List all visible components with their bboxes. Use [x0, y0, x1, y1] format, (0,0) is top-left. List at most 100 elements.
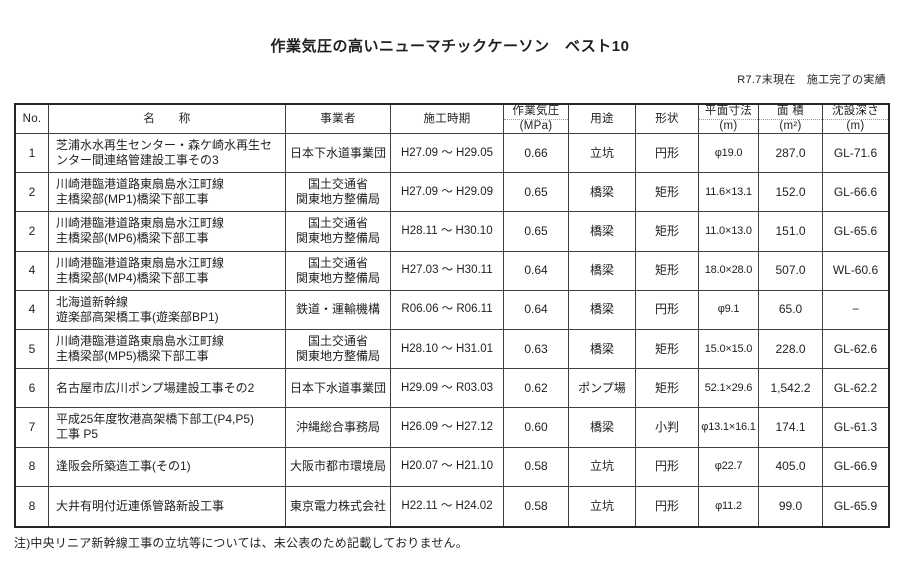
cell-depth: GL-65.9 [833, 498, 878, 513]
header-label: 作業気圧 [504, 105, 568, 120]
cell-area: 287.0 [759, 134, 823, 173]
cell-no: 2 [16, 212, 49, 251]
cell-contractor: 国土交通省 関東地方整備局 [286, 329, 391, 369]
cell-area: 507.0 [759, 251, 823, 290]
cell-pressure: 0.60 [504, 408, 569, 447]
cell-shape: 矩形 [636, 329, 699, 369]
cell-name: 川崎港臨港道路東扇島水江町線 主橋梁部(MP6)橋梁下部工事 [49, 212, 286, 251]
cell-area: 228.0 [759, 329, 823, 369]
cell-usage: 立坑 [569, 486, 636, 526]
cell-dimensions: 18.0×28.0 [699, 251, 759, 290]
table-row: 5 川崎港臨港道路東扇島水江町線 主橋梁部(MP5)橋梁下部工事 国土交通省 関東地… [16, 329, 888, 370]
cell-contractor: 鉄道・運輸機構 [286, 290, 391, 329]
cell-period: H27.03 ～ H30.11 [391, 251, 504, 290]
cell-contractor: 国土交通省 関東地方整備局 [286, 251, 391, 290]
cell-no: 4 [16, 251, 49, 290]
cell-depth: GL-71.6 [833, 145, 878, 160]
header-label: 事業者 [320, 112, 356, 125]
page-title: 作業気圧の高いニューマチックケーソン ベスト10 [270, 38, 630, 55]
column-header-dimensions: 平面寸法 (m) [699, 105, 759, 133]
footer-note: 注)中央リニア新幹線工事の立坑等については、未公表のため記載しておりません。 [14, 536, 468, 550]
column-header-name: 名 称 [49, 105, 286, 133]
cell-period: H28.11 ～ H30.10 [391, 212, 504, 251]
cell-depth: GL-65.6 [833, 223, 878, 238]
cell-contractor: 大阪市都市環境局 [286, 447, 391, 486]
cell-name: 名古屋市広川ポンプ場建設工事その2 [49, 369, 286, 408]
column-header-contractor: 事業者 [286, 105, 391, 133]
cell-depth: WL-60.6 [832, 263, 879, 278]
table-row: 7 平成25年度牧港高架橋下部工(P4,P5) 工事 P5 沖縄総合事務局 H26.0… [16, 408, 888, 448]
cell-name: 平成25年度牧港高架橋下部工(P4,P5) 工事 P5 [49, 408, 286, 447]
table-row: 2 川崎港臨港道路東扇島水江町線 主橋梁部(MP1)橋梁下部工事 国土交通省 関東地… [16, 173, 888, 213]
column-header-depth: 沈設深さ (m) [823, 105, 888, 133]
table-row: 8 逢阪会所築造工事(その1) 大阪市都市環境局 H20.07 ～ H21.10 0.5… [16, 447, 888, 487]
cell-no: 2 [16, 173, 49, 212]
cell-dimensions: φ19.0 [699, 134, 759, 173]
cell-shape: 矩形 [636, 173, 699, 212]
header-label: 沈設深さ [823, 105, 888, 120]
cell-shape: 円形 [636, 134, 699, 173]
cell-dimensions: 11.0×13.0 [699, 212, 759, 251]
cell-no: 4 [16, 290, 49, 329]
cell-depth: GL-62.2 [833, 380, 878, 395]
header-label: 名 称 [143, 112, 191, 125]
header-unit: (m) [846, 119, 865, 132]
cell-usage: 橋梁 [569, 173, 636, 212]
cell-period: H28.10 ～ H31.01 [391, 329, 504, 369]
column-header-area: 面 積 (m²) [759, 105, 823, 133]
header-label: 用途 [590, 112, 614, 125]
as-of-status-note: R7.7末現在 施工完了の実績 [737, 74, 886, 86]
cell-shape: 小判 [636, 408, 699, 447]
column-header-usage: 用途 [569, 105, 636, 133]
table-row: 4 川崎港臨港道路東扇島水江町線 主橋梁部(MP4)橋梁下部工事 国土交通省 関東地… [16, 251, 888, 291]
cell-contractor: 東京電力株式会社 [286, 486, 391, 526]
cell-depth: GL-66.9 [833, 459, 878, 474]
cell-name: 北海道新幹線 遊楽部高架橋工事(遊楽部BP1) [49, 290, 286, 329]
cell-name: 川崎港臨港道路東扇島水江町線 主橋梁部(MP4)橋梁下部工事 [49, 251, 286, 290]
header-label: 面 積 [759, 105, 822, 120]
cell-usage: 橋梁 [569, 329, 636, 369]
cell-area: 152.0 [759, 173, 823, 212]
cell-name: 芝浦水水再生センター・森ケ崎水再生センター間連絡管建設工事その3 [49, 134, 286, 173]
cell-usage: 立坑 [569, 134, 636, 173]
cell-no: 6 [16, 369, 49, 408]
cell-area: 174.1 [759, 408, 823, 447]
cell-area: 65.0 [759, 290, 823, 329]
header-label: 平面寸法 [699, 105, 758, 120]
cell-shape: 矩形 [636, 251, 699, 290]
cell-dimensions: 11.6×13.1 [699, 173, 759, 212]
cell-area: 99.0 [759, 486, 823, 526]
cell-name: 川崎港臨港道路東扇島水江町線 主橋梁部(MP1)橋梁下部工事 [49, 173, 286, 212]
column-header-period: 施工時期 [391, 105, 504, 133]
cell-depth: GL-61.3 [833, 419, 878, 434]
header-label: 施工時期 [423, 112, 471, 125]
cell-dimensions: φ11.2 [699, 486, 759, 526]
cell-pressure: 0.62 [504, 369, 569, 408]
cell-period: H29.09 ～ R03.03 [391, 369, 504, 408]
cell-contractor: 国土交通省 関東地方整備局 [286, 173, 391, 212]
cell-name: 川崎港臨港道路東扇島水江町線 主橋梁部(MP5)橋梁下部工事 [49, 329, 286, 369]
cell-no: 7 [16, 408, 49, 447]
cell-period: H22.11 ～ H24.02 [391, 486, 504, 526]
table-row: 4 北海道新幹線 遊楽部高架橋工事(遊楽部BP1) 鉄道・運輸機構 R06.06 ～ … [16, 290, 888, 330]
header-label: 形状 [655, 112, 679, 125]
column-header-pressure: 作業気圧 (MPa) [504, 105, 569, 133]
cell-name: 逢阪会所築造工事(その1) [49, 447, 286, 486]
cell-pressure: 0.66 [504, 134, 569, 173]
cell-dimensions: 52.1×29.6 [699, 369, 759, 408]
cell-period: H20.07 ～ H21.10 [391, 447, 504, 486]
column-header-no: No. [16, 105, 49, 133]
cell-depth: − [851, 302, 859, 317]
cell-period: H27.09 ～ H29.09 [391, 173, 504, 212]
header-unit: (MPa) [519, 119, 553, 132]
cell-shape: 矩形 [636, 369, 699, 408]
cell-dimensions: φ9.1 [699, 290, 759, 329]
cell-pressure: 0.58 [504, 486, 569, 526]
cell-usage: 立坑 [569, 447, 636, 486]
cell-contractor: 沖縄総合事務局 [286, 408, 391, 447]
cell-pressure: 0.64 [504, 251, 569, 290]
cell-pressure: 0.58 [504, 447, 569, 486]
cell-name: 大井有明付近連係管路新設工事 [49, 486, 286, 526]
header-label: No. [22, 112, 42, 125]
cell-period: H26.09 ～ H27.12 [391, 408, 504, 447]
